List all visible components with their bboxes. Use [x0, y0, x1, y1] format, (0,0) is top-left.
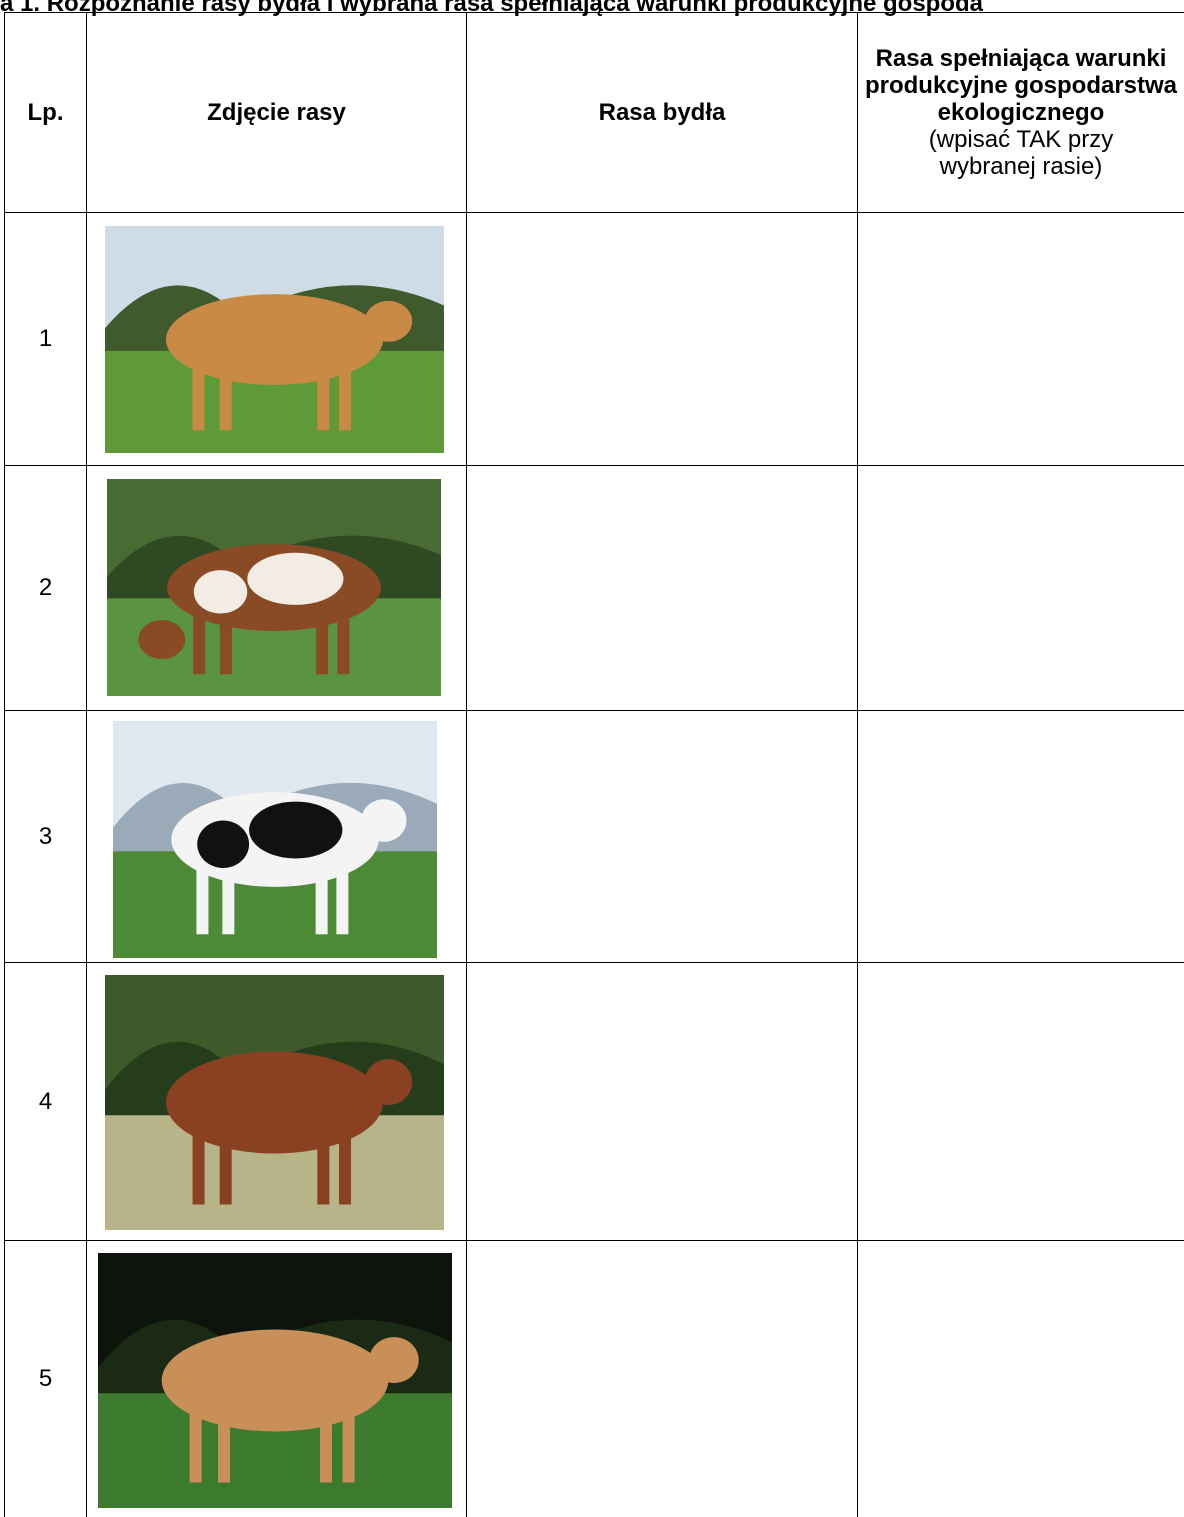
photo-cow-leg — [342, 1406, 355, 1483]
header-cell: Rasa bydła — [598, 98, 726, 126]
header-note: (wpisać TAK przy wybranej rasie) — [928, 126, 1114, 181]
breed-photo — [105, 975, 444, 1230]
breed-photo — [107, 479, 441, 696]
header-cell: Zdjęcie rasy — [207, 98, 346, 126]
photo-cow-leg — [189, 1406, 202, 1483]
row-divider — [4, 12, 1184, 13]
photo-cow-patch — [193, 570, 248, 614]
header-cell: Lp. — [27, 98, 64, 126]
column-divider — [466, 12, 467, 1517]
row-number: 2 — [38, 574, 53, 602]
photo-cow-patch — [249, 801, 343, 859]
photo-cow-head — [364, 300, 413, 342]
photo-cow-body — [166, 294, 383, 385]
breed-photo — [98, 1253, 452, 1508]
row-divider — [4, 1240, 1184, 1241]
column-divider — [86, 12, 87, 1517]
photo-cow-head — [361, 799, 407, 842]
breed-photo — [105, 226, 444, 453]
photo-cow-leg — [192, 362, 205, 431]
table-border — [4, 12, 5, 1517]
photo-cow-leg — [196, 863, 209, 935]
photo-cow-body — [166, 1051, 383, 1154]
row-number: 4 — [38, 1087, 53, 1115]
row-number: 3 — [38, 822, 53, 850]
row-divider — [4, 962, 1184, 963]
header-cell: Rasa spełniająca warunki produkcyjne gos… — [858, 13, 1184, 212]
row-divider — [4, 465, 1184, 466]
column-divider — [857, 12, 858, 1517]
photo-cow-leg — [336, 863, 349, 935]
photo-cow-head — [369, 1337, 419, 1384]
breed-photo — [113, 721, 437, 958]
photo-cow-head — [364, 1059, 413, 1106]
photo-cow-body — [161, 1329, 389, 1432]
photo-cow-leg — [193, 609, 206, 675]
photo-cow-leg — [337, 609, 350, 675]
photo-cow-leg — [339, 1128, 352, 1205]
photo-cow-patch — [197, 820, 250, 868]
photo-cow-leg — [192, 1128, 205, 1205]
photo-cow-leg — [339, 362, 352, 431]
photo-cow-patch — [247, 552, 344, 605]
row-divider — [4, 710, 1184, 711]
row-number: 1 — [38, 325, 53, 353]
header-text: Rasa spełniająca warunki produkcyjne gos… — [864, 44, 1178, 126]
row-number: 5 — [38, 1365, 53, 1393]
row-divider — [4, 212, 1184, 213]
photo-cow-head — [138, 620, 186, 660]
